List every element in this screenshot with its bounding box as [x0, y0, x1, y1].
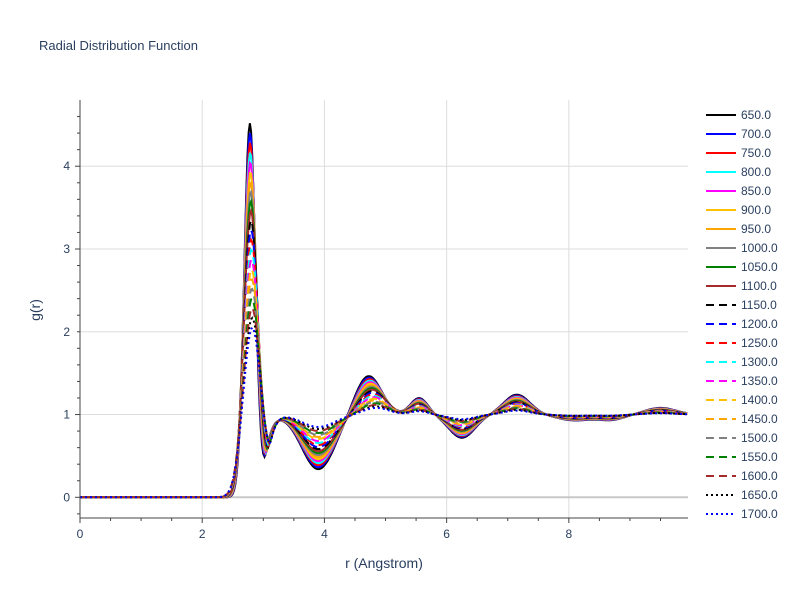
- legend-item-1700.0[interactable]: 1700.0: [706, 507, 778, 521]
- legend-item-700.0[interactable]: 700.0: [706, 127, 771, 141]
- x-tick-label: 0: [77, 527, 84, 541]
- series-line-1450.0: [80, 278, 688, 499]
- legend-label: 700.0: [741, 127, 771, 141]
- legend-item-1250.0[interactable]: 1250.0: [706, 336, 778, 350]
- y-tick-label: 0: [63, 490, 70, 504]
- legend-label: 1700.0: [741, 507, 778, 521]
- chart-title: Radial Distribution Function: [39, 38, 198, 53]
- series-line-1050.0: [80, 198, 688, 499]
- legend-item-1050.0[interactable]: 1050.0: [706, 260, 778, 274]
- legend-item-800.0[interactable]: 800.0: [706, 165, 771, 179]
- x-tick-label: 8: [566, 527, 573, 541]
- y-tick-label: 3: [63, 242, 70, 256]
- legend-item-900.0[interactable]: 900.0: [706, 203, 771, 217]
- x-tick-labels: 0 2 4 6 8: [77, 527, 573, 541]
- series-line-1000.0: [80, 189, 688, 499]
- series-line-1650.0: [80, 316, 688, 499]
- legend-item-750.0[interactable]: 750.0: [706, 146, 771, 160]
- legend-item-850.0[interactable]: 850.0: [706, 184, 771, 198]
- plot-area: [80, 123, 688, 499]
- series-line-850.0: [80, 160, 688, 499]
- x-tick-label: 4: [321, 527, 328, 541]
- series-line-1350.0: [80, 258, 688, 499]
- x-axis-label: r (Angstrom): [345, 555, 423, 571]
- series-line-700.0: [80, 132, 688, 499]
- legend-label: 900.0: [741, 203, 771, 217]
- series-line-750.0: [80, 142, 688, 499]
- legend-label: 650.0: [741, 108, 771, 122]
- legend-label: 1600.0: [741, 469, 778, 483]
- series-line-1700.0: [80, 325, 688, 499]
- series-line-1100.0: [80, 207, 688, 499]
- legend-item-1400.0[interactable]: 1400.0: [706, 393, 778, 407]
- series-line-1200.0: [80, 227, 688, 499]
- legend-label: 1100.0: [741, 279, 777, 293]
- legend-label: 1350.0: [741, 374, 778, 388]
- legend-item-1200.0[interactable]: 1200.0: [706, 317, 778, 331]
- legend-label: 1000.0: [741, 241, 778, 255]
- legend-item-1150.0[interactable]: 1150.0: [706, 298, 777, 312]
- series-line-800.0: [80, 152, 688, 499]
- series-line-900.0: [80, 171, 688, 499]
- series-line-650.0: [80, 123, 688, 499]
- legend-label: 800.0: [741, 165, 771, 179]
- legend-label: 1650.0: [741, 488, 778, 502]
- legend-label: 1050.0: [741, 260, 778, 274]
- legend-label: 1200.0: [741, 317, 778, 331]
- series-line-1400.0: [80, 268, 688, 499]
- y-axis-label: g(r): [27, 299, 43, 321]
- legend-item-1650.0[interactable]: 1650.0: [706, 488, 778, 502]
- series-line-1300.0: [80, 247, 688, 499]
- legend-item-1500.0[interactable]: 1500.0: [706, 431, 778, 445]
- legend-label: 1150.0: [741, 298, 777, 312]
- x-tick-label: 2: [199, 527, 206, 541]
- legend-item-1550.0[interactable]: 1550.0: [706, 450, 778, 464]
- y-tick-label: 1: [63, 408, 70, 422]
- series-line-950.0: [80, 180, 688, 499]
- series-line-1150.0: [80, 217, 688, 499]
- legend-label: 1400.0: [741, 393, 778, 407]
- legend-item-1000.0[interactable]: 1000.0: [706, 241, 778, 255]
- y-tick-label: 2: [63, 325, 70, 339]
- legend-label: 1250.0: [741, 336, 778, 350]
- series-line-1250.0: [80, 237, 688, 499]
- legend[interactable]: 650.0 700.0 750.0 800.0 850.0 900.0 950.0 1000.…: [706, 108, 778, 521]
- legend-label: 950.0: [741, 222, 771, 236]
- legend-label: 1300.0: [741, 355, 778, 369]
- legend-item-1300.0[interactable]: 1300.0: [706, 355, 778, 369]
- legend-item-650.0[interactable]: 650.0: [706, 108, 771, 122]
- legend-item-1600.0[interactable]: 1600.0: [706, 469, 778, 483]
- legend-label: 1450.0: [741, 412, 778, 426]
- legend-label: 1500.0: [741, 431, 778, 445]
- y-tick-labels: 0 1 2 3 4: [63, 159, 70, 504]
- axes: [75, 100, 688, 523]
- legend-label: 1550.0: [741, 450, 778, 464]
- legend-item-1350.0[interactable]: 1350.0: [706, 374, 778, 388]
- legend-item-1100.0[interactable]: 1100.0: [706, 279, 777, 293]
- y-tick-label: 4: [63, 159, 70, 173]
- x-tick-label: 6: [443, 527, 450, 541]
- legend-item-950.0[interactable]: 950.0: [706, 222, 771, 236]
- legend-label: 750.0: [741, 146, 771, 160]
- legend-item-1450.0[interactable]: 1450.0: [706, 412, 778, 426]
- grid: [80, 100, 688, 518]
- legend-label: 850.0: [741, 184, 771, 198]
